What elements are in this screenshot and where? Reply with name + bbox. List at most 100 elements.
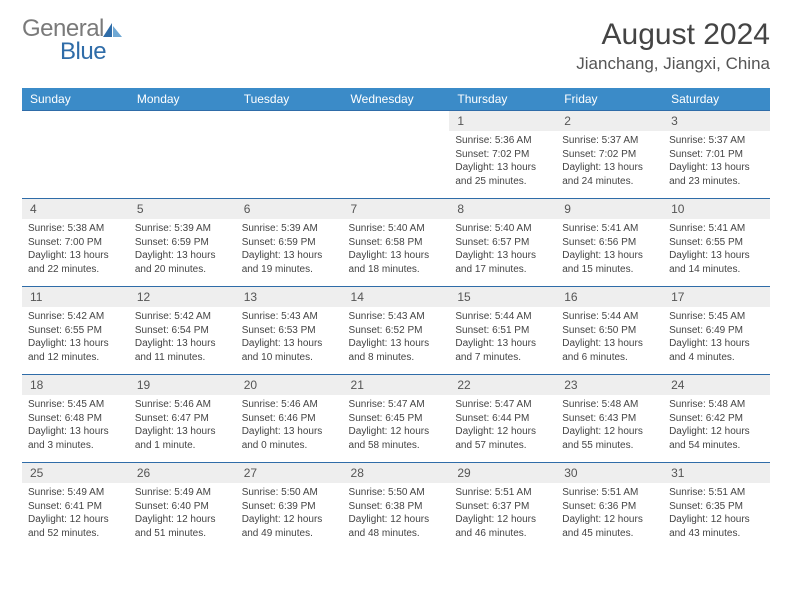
day-number: 28: [343, 463, 450, 483]
day-number: 2: [556, 111, 663, 131]
calendar-cell: 17Sunrise: 5:45 AMSunset: 6:49 PMDayligh…: [663, 287, 770, 375]
day-details: Sunrise: 5:46 AMSunset: 6:46 PMDaylight:…: [236, 395, 343, 456]
day-details: Sunrise: 5:38 AMSunset: 7:00 PMDaylight:…: [22, 219, 129, 280]
day-number: 17: [663, 287, 770, 307]
day-details: Sunrise: 5:49 AMSunset: 6:41 PMDaylight:…: [22, 483, 129, 544]
day-number: 5: [129, 199, 236, 219]
day-number: 7: [343, 199, 450, 219]
day-details: Sunrise: 5:47 AMSunset: 6:44 PMDaylight:…: [449, 395, 556, 456]
day-details: Sunrise: 5:48 AMSunset: 6:42 PMDaylight:…: [663, 395, 770, 456]
calendar-cell: 15Sunrise: 5:44 AMSunset: 6:51 PMDayligh…: [449, 287, 556, 375]
calendar-cell: 28Sunrise: 5:50 AMSunset: 6:38 PMDayligh…: [343, 463, 450, 551]
day-details: Sunrise: 5:41 AMSunset: 6:56 PMDaylight:…: [556, 219, 663, 280]
calendar-cell: 7Sunrise: 5:40 AMSunset: 6:58 PMDaylight…: [343, 199, 450, 287]
title-block: August 2024 Jianchang, Jiangxi, China: [576, 18, 770, 74]
day-details: Sunrise: 5:49 AMSunset: 6:40 PMDaylight:…: [129, 483, 236, 544]
weekday-header: Tuesday: [236, 88, 343, 111]
day-number: 29: [449, 463, 556, 483]
day-number: 19: [129, 375, 236, 395]
day-number: 14: [343, 287, 450, 307]
day-details: Sunrise: 5:45 AMSunset: 6:49 PMDaylight:…: [663, 307, 770, 368]
day-details: Sunrise: 5:48 AMSunset: 6:43 PMDaylight:…: [556, 395, 663, 456]
day-number: 12: [129, 287, 236, 307]
day-details: Sunrise: 5:51 AMSunset: 6:35 PMDaylight:…: [663, 483, 770, 544]
calendar-cell: 27Sunrise: 5:50 AMSunset: 6:39 PMDayligh…: [236, 463, 343, 551]
day-details: Sunrise: 5:50 AMSunset: 6:38 PMDaylight:…: [343, 483, 450, 544]
calendar-body: ........1Sunrise: 5:36 AMSunset: 7:02 PM…: [22, 111, 770, 551]
weekday-header: Saturday: [663, 88, 770, 111]
day-number: 15: [449, 287, 556, 307]
day-number: 6: [236, 199, 343, 219]
day-number: 23: [556, 375, 663, 395]
day-number: 20: [236, 375, 343, 395]
day-details: Sunrise: 5:40 AMSunset: 6:58 PMDaylight:…: [343, 219, 450, 280]
day-number: 8: [449, 199, 556, 219]
day-details: Sunrise: 5:43 AMSunset: 6:53 PMDaylight:…: [236, 307, 343, 368]
calendar-cell: 30Sunrise: 5:51 AMSunset: 6:36 PMDayligh…: [556, 463, 663, 551]
calendar-cell: 31Sunrise: 5:51 AMSunset: 6:35 PMDayligh…: [663, 463, 770, 551]
day-details: Sunrise: 5:50 AMSunset: 6:39 PMDaylight:…: [236, 483, 343, 544]
calendar-cell: 22Sunrise: 5:47 AMSunset: 6:44 PMDayligh…: [449, 375, 556, 463]
day-number: 21: [343, 375, 450, 395]
calendar-cell: 23Sunrise: 5:48 AMSunset: 6:43 PMDayligh…: [556, 375, 663, 463]
location: Jianchang, Jiangxi, China: [576, 54, 770, 74]
day-number: 22: [449, 375, 556, 395]
calendar-cell: 3Sunrise: 5:37 AMSunset: 7:01 PMDaylight…: [663, 111, 770, 199]
day-number: 10: [663, 199, 770, 219]
day-details: Sunrise: 5:44 AMSunset: 6:51 PMDaylight:…: [449, 307, 556, 368]
calendar-cell: 16Sunrise: 5:44 AMSunset: 6:50 PMDayligh…: [556, 287, 663, 375]
day-number: 4: [22, 199, 129, 219]
calendar-cell: 6Sunrise: 5:39 AMSunset: 6:59 PMDaylight…: [236, 199, 343, 287]
day-details: Sunrise: 5:44 AMSunset: 6:50 PMDaylight:…: [556, 307, 663, 368]
calendar-cell: ..: [343, 111, 450, 199]
day-details: Sunrise: 5:45 AMSunset: 6:48 PMDaylight:…: [22, 395, 129, 456]
calendar-week-row: ........1Sunrise: 5:36 AMSunset: 7:02 PM…: [22, 111, 770, 199]
calendar-cell: 14Sunrise: 5:43 AMSunset: 6:52 PMDayligh…: [343, 287, 450, 375]
calendar-cell: 25Sunrise: 5:49 AMSunset: 6:41 PMDayligh…: [22, 463, 129, 551]
calendar-cell: 29Sunrise: 5:51 AMSunset: 6:37 PMDayligh…: [449, 463, 556, 551]
calendar-cell: 9Sunrise: 5:41 AMSunset: 6:56 PMDaylight…: [556, 199, 663, 287]
logo-sail-icon: [102, 20, 124, 38]
calendar-cell: 1Sunrise: 5:36 AMSunset: 7:02 PMDaylight…: [449, 111, 556, 199]
calendar-cell: 21Sunrise: 5:47 AMSunset: 6:45 PMDayligh…: [343, 375, 450, 463]
day-details: Sunrise: 5:42 AMSunset: 6:54 PMDaylight:…: [129, 307, 236, 368]
day-details: Sunrise: 5:39 AMSunset: 6:59 PMDaylight:…: [129, 219, 236, 280]
calendar-week-row: 11Sunrise: 5:42 AMSunset: 6:55 PMDayligh…: [22, 287, 770, 375]
calendar-cell: 10Sunrise: 5:41 AMSunset: 6:55 PMDayligh…: [663, 199, 770, 287]
calendar-cell: 12Sunrise: 5:42 AMSunset: 6:54 PMDayligh…: [129, 287, 236, 375]
day-number: 13: [236, 287, 343, 307]
day-details: Sunrise: 5:37 AMSunset: 7:02 PMDaylight:…: [556, 131, 663, 192]
logo: GeneralBlue: [22, 18, 124, 64]
day-number: 30: [556, 463, 663, 483]
day-details: Sunrise: 5:39 AMSunset: 6:59 PMDaylight:…: [236, 219, 343, 280]
weekday-header: Wednesday: [343, 88, 450, 111]
day-details: Sunrise: 5:51 AMSunset: 6:36 PMDaylight:…: [556, 483, 663, 544]
logo-part2: Blue: [60, 38, 106, 65]
day-number: 24: [663, 375, 770, 395]
day-number: 25: [22, 463, 129, 483]
day-number: 26: [129, 463, 236, 483]
calendar-cell: 20Sunrise: 5:46 AMSunset: 6:46 PMDayligh…: [236, 375, 343, 463]
calendar-cell: ..: [236, 111, 343, 199]
calendar-week-row: 25Sunrise: 5:49 AMSunset: 6:41 PMDayligh…: [22, 463, 770, 551]
day-number: 16: [556, 287, 663, 307]
day-number: 31: [663, 463, 770, 483]
calendar-cell: 5Sunrise: 5:39 AMSunset: 6:59 PMDaylight…: [129, 199, 236, 287]
day-number: 9: [556, 199, 663, 219]
day-number: 3: [663, 111, 770, 131]
month-title: August 2024: [576, 18, 770, 52]
day-number: 27: [236, 463, 343, 483]
day-details: Sunrise: 5:51 AMSunset: 6:37 PMDaylight:…: [449, 483, 556, 544]
weekday-header: Sunday: [22, 88, 129, 111]
calendar-cell: ..: [129, 111, 236, 199]
day-details: Sunrise: 5:36 AMSunset: 7:02 PMDaylight:…: [449, 131, 556, 192]
header: GeneralBlue August 2024 Jianchang, Jiang…: [22, 18, 770, 74]
calendar-table: SundayMondayTuesdayWednesdayThursdayFrid…: [22, 88, 770, 551]
weekday-header: Thursday: [449, 88, 556, 111]
day-details: Sunrise: 5:37 AMSunset: 7:01 PMDaylight:…: [663, 131, 770, 192]
calendar-week-row: 18Sunrise: 5:45 AMSunset: 6:48 PMDayligh…: [22, 375, 770, 463]
calendar-cell: 13Sunrise: 5:43 AMSunset: 6:53 PMDayligh…: [236, 287, 343, 375]
calendar-cell: 19Sunrise: 5:46 AMSunset: 6:47 PMDayligh…: [129, 375, 236, 463]
weekday-row: SundayMondayTuesdayWednesdayThursdayFrid…: [22, 88, 770, 111]
day-details: Sunrise: 5:40 AMSunset: 6:57 PMDaylight:…: [449, 219, 556, 280]
